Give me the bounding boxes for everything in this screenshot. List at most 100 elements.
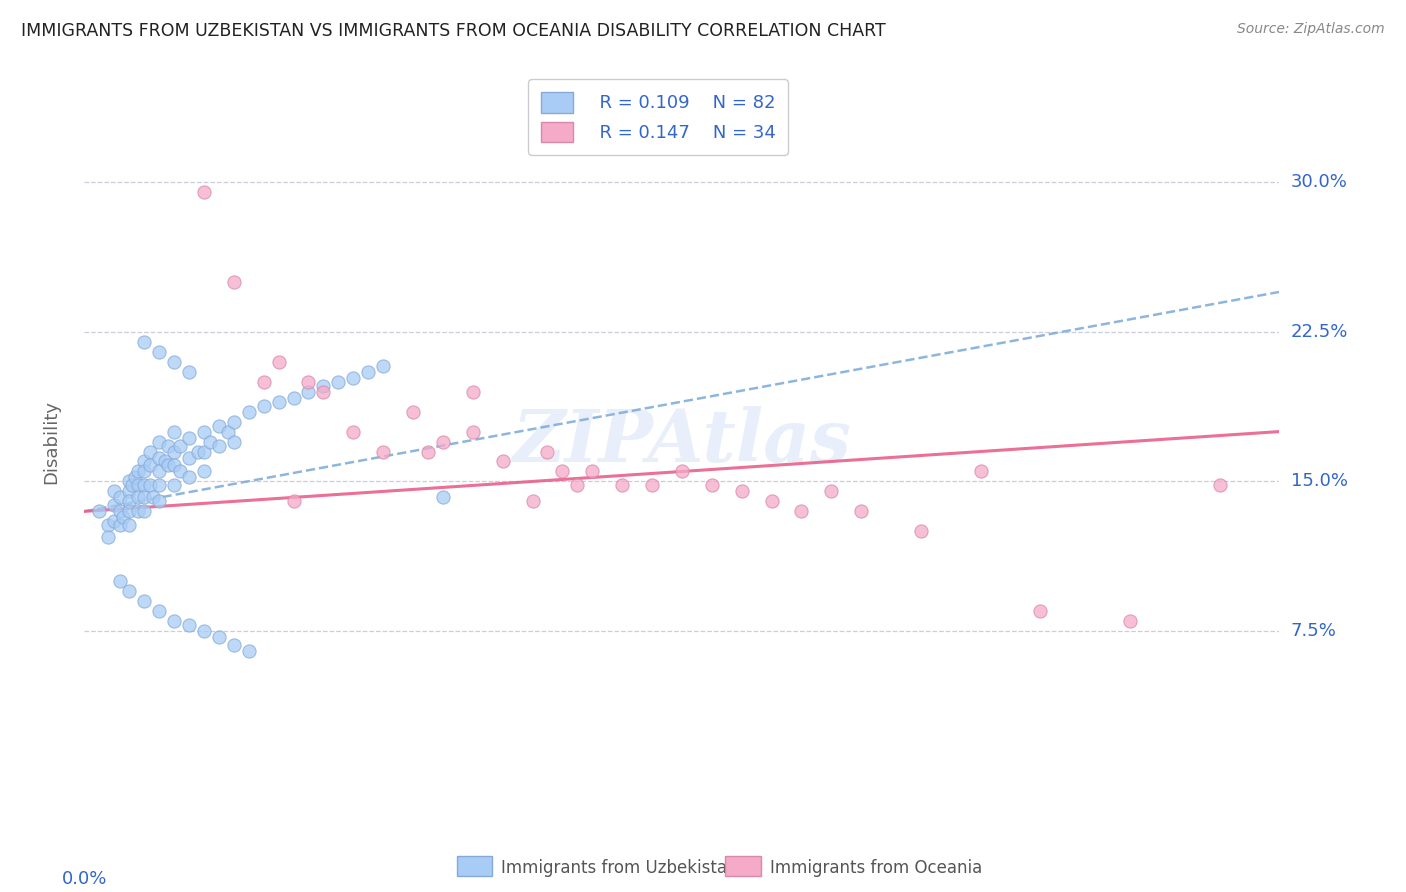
Point <box>461 425 484 439</box>
Point <box>118 584 141 599</box>
Point <box>148 434 170 449</box>
Point <box>700 478 723 492</box>
Point <box>148 494 170 508</box>
Point <box>373 444 395 458</box>
Text: 15.0%: 15.0% <box>1291 473 1347 491</box>
Point <box>267 355 290 369</box>
Point <box>297 384 319 399</box>
Text: Immigrants from Uzbekistan: Immigrants from Uzbekistan <box>501 859 737 877</box>
Point <box>222 415 245 429</box>
Point <box>790 504 813 518</box>
Point <box>127 478 149 492</box>
Point <box>97 518 120 533</box>
Point <box>157 438 180 452</box>
Point <box>148 465 170 479</box>
Point <box>641 478 664 492</box>
Legend:   R = 0.109    N = 82,   R = 0.147    N = 34: R = 0.109 N = 82, R = 0.147 N = 34 <box>529 79 787 155</box>
Point <box>110 574 132 589</box>
Point <box>103 499 125 513</box>
Point <box>127 504 149 518</box>
Point <box>238 644 260 658</box>
Text: IMMIGRANTS FROM UZBEKISTAN VS IMMIGRANTS FROM OCEANIA DISABILITY CORRELATION CHA: IMMIGRANTS FROM UZBEKISTAN VS IMMIGRANTS… <box>21 22 886 40</box>
Point <box>127 491 149 505</box>
Point <box>103 484 125 499</box>
Point <box>148 478 170 492</box>
Point <box>283 494 305 508</box>
Text: Source: ZipAtlas.com: Source: ZipAtlas.com <box>1237 22 1385 37</box>
Point <box>222 275 245 289</box>
Point <box>357 365 380 379</box>
Point <box>121 478 143 492</box>
Point <box>187 444 209 458</box>
Point <box>851 504 873 518</box>
Point <box>193 185 215 199</box>
Point <box>148 344 170 359</box>
Point <box>163 478 186 492</box>
Point <box>118 518 141 533</box>
Point <box>208 418 231 433</box>
Point <box>373 359 395 373</box>
Point <box>761 494 783 508</box>
Point <box>461 384 484 399</box>
Point <box>132 478 156 492</box>
Point <box>132 491 156 505</box>
Point <box>118 504 141 518</box>
Point <box>97 530 120 544</box>
Point <box>127 465 149 479</box>
Point <box>432 491 454 505</box>
Text: ZIPAtlas: ZIPAtlas <box>513 406 851 477</box>
Y-axis label: Disability: Disability <box>42 400 60 483</box>
Point <box>148 604 170 618</box>
Point <box>118 475 141 489</box>
Point <box>177 470 200 484</box>
Point <box>177 450 200 465</box>
Point <box>238 404 260 418</box>
Point <box>148 450 170 465</box>
Point <box>132 504 156 518</box>
Point <box>132 334 156 349</box>
Point <box>163 614 186 628</box>
Point <box>432 434 454 449</box>
Point <box>522 494 544 508</box>
Point <box>567 478 589 492</box>
Point <box>118 494 141 508</box>
Point <box>536 444 558 458</box>
Point <box>118 484 141 499</box>
Point <box>157 458 180 473</box>
Point <box>208 438 231 452</box>
Point <box>416 444 439 458</box>
Point <box>253 375 276 389</box>
Point <box>612 478 634 492</box>
Point <box>112 510 135 524</box>
Point <box>153 454 176 468</box>
Point <box>217 425 239 439</box>
Point <box>342 370 364 384</box>
Point <box>124 470 146 484</box>
Point <box>139 478 162 492</box>
Text: 22.5%: 22.5% <box>1291 323 1348 341</box>
Point <box>169 465 191 479</box>
Point <box>328 375 350 389</box>
Point <box>193 465 215 479</box>
Point <box>1029 604 1052 618</box>
Point <box>177 431 200 445</box>
Point <box>671 465 693 479</box>
Point <box>820 484 842 499</box>
Point <box>731 484 754 499</box>
Point <box>193 624 215 639</box>
Point <box>222 638 245 652</box>
Point <box>139 444 162 458</box>
Point <box>110 518 132 533</box>
Point <box>970 465 993 479</box>
Point <box>132 594 156 608</box>
Point <box>492 454 515 468</box>
Point <box>297 375 319 389</box>
Point <box>163 425 186 439</box>
Point <box>110 504 132 518</box>
Text: 7.5%: 7.5% <box>1291 622 1337 640</box>
Point <box>342 425 364 439</box>
Point <box>222 434 245 449</box>
Point <box>169 438 191 452</box>
Text: 30.0%: 30.0% <box>1291 173 1347 191</box>
Point <box>1119 614 1142 628</box>
